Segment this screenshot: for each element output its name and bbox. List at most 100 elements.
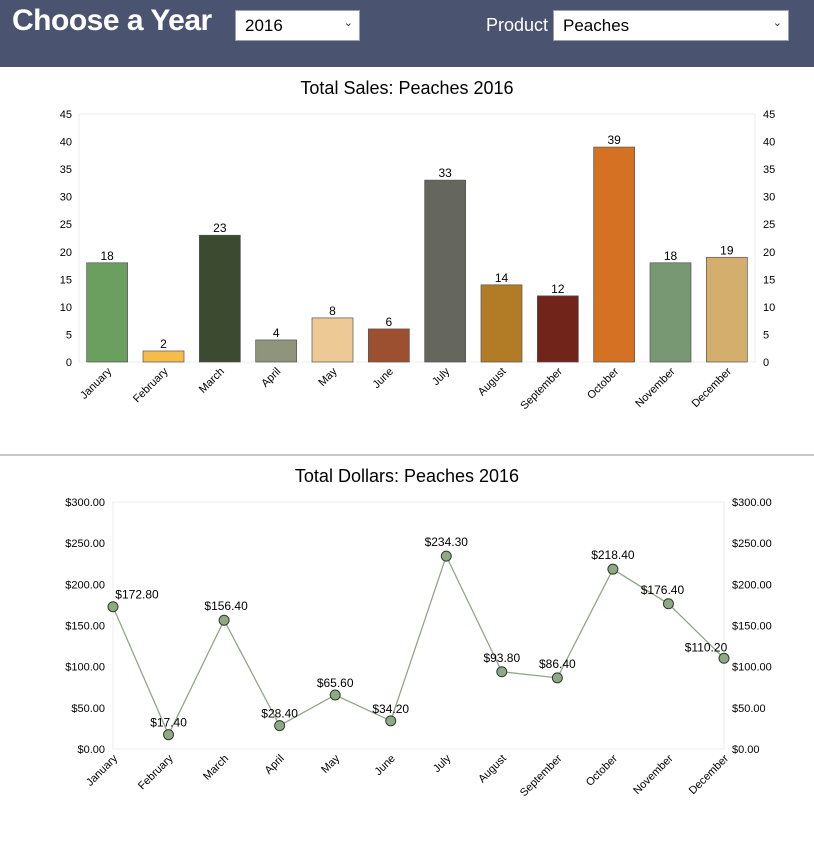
y-tick-label-left: $250.00 xyxy=(65,538,105,550)
x-tick-label: May xyxy=(316,365,340,389)
chevron-down-icon: ⌄ xyxy=(343,17,353,29)
y-tick-label-left: $300.00 xyxy=(65,497,105,509)
bar xyxy=(649,262,692,363)
data-label: 12 xyxy=(551,282,565,296)
year-select-value: 2016 xyxy=(245,16,283,35)
x-tick-label: August xyxy=(476,366,509,399)
y-tick-label-right: 20 xyxy=(763,247,775,259)
data-label: $172.80 xyxy=(115,588,159,602)
x-tick-label: August xyxy=(476,753,509,786)
x-tick-label: March xyxy=(201,753,231,783)
bar xyxy=(536,295,579,363)
data-point xyxy=(107,601,119,613)
bar xyxy=(142,350,185,363)
data-label: 33 xyxy=(438,166,452,180)
data-label: 14 xyxy=(495,271,509,285)
chevron-down-icon: ⌄ xyxy=(772,17,782,29)
data-label: $93.80 xyxy=(483,651,520,665)
series-line xyxy=(112,554,725,737)
x-tick-label: April xyxy=(263,753,287,777)
bar xyxy=(255,339,298,363)
data-label: 6 xyxy=(385,315,392,329)
y-tick-label-right: $300.00 xyxy=(732,497,772,509)
x-tick-label: January xyxy=(84,752,121,789)
data-label: $65.60 xyxy=(317,676,354,690)
x-tick-label: October xyxy=(585,365,621,401)
data-point xyxy=(274,720,286,732)
bar xyxy=(593,146,636,363)
bar xyxy=(311,317,354,363)
y-tick-label-left: 25 xyxy=(60,219,72,231)
product-select-value: Peaches xyxy=(563,16,630,35)
data-point xyxy=(607,563,619,575)
data-label: $110.20 xyxy=(685,640,728,654)
data-point xyxy=(551,672,563,684)
y-tick-label-right: $0.00 xyxy=(732,744,760,756)
x-tick-label: September xyxy=(518,365,565,412)
data-point xyxy=(329,689,341,701)
y-tick-label-left: 15 xyxy=(60,274,72,286)
data-label: 39 xyxy=(607,133,621,147)
x-tick-label: February xyxy=(136,752,176,792)
bar xyxy=(367,328,410,363)
y-tick-label-left: 5 xyxy=(66,329,72,341)
x-tick-label: April xyxy=(259,366,283,390)
data-label: 8 xyxy=(329,304,336,318)
x-tick-label: November xyxy=(633,365,678,410)
bar xyxy=(198,234,241,363)
y-tick-label-left: $100.00 xyxy=(65,662,105,674)
data-point xyxy=(163,729,175,741)
bar xyxy=(480,284,523,363)
x-tick-label: March xyxy=(197,366,227,396)
y-tick-label-right: $100.00 xyxy=(732,662,772,674)
bar xyxy=(86,262,129,363)
data-label: $28.40 xyxy=(261,707,298,721)
total-dollars-chart: Total Dollars: Peaches 2016 $0.00 $0.00 $50… xyxy=(65,466,772,799)
data-label: $234.30 xyxy=(425,535,469,549)
y-tick-label-left: $150.00 xyxy=(65,621,105,633)
plot-frame xyxy=(112,501,725,750)
x-tick-label: September xyxy=(518,752,565,799)
y-tick-label-left: 35 xyxy=(60,164,72,176)
plot-frame xyxy=(78,113,756,363)
y-tick-label-right: 40 xyxy=(763,137,775,149)
data-point xyxy=(385,715,397,727)
bar xyxy=(705,256,748,363)
data-label: 19 xyxy=(720,243,734,257)
data-point xyxy=(496,666,508,678)
y-tick-label-right: 10 xyxy=(763,302,775,314)
y-tick-label-right: 0 xyxy=(763,357,769,369)
x-tick-label: October xyxy=(584,752,620,788)
x-tick-label: February xyxy=(131,365,171,405)
x-tick-label: December xyxy=(690,365,735,410)
total-sales-chart: Total Sales: Peaches 2016 0 0 5 5 10 10 15 15 20 2… xyxy=(60,78,776,412)
data-point xyxy=(218,614,230,626)
x-tick-label: June xyxy=(371,366,396,391)
y-tick-label-right: 5 xyxy=(763,329,769,341)
x-tick-label: November xyxy=(631,752,676,797)
y-tick-label-left: 40 xyxy=(60,137,72,149)
y-tick-label-right: 15 xyxy=(763,274,775,286)
data-label: 4 xyxy=(273,326,280,340)
y-tick-label-right: 45 xyxy=(763,109,775,121)
data-label: $218.40 xyxy=(591,548,635,562)
data-label: 18 xyxy=(100,249,114,263)
product-label: Product xyxy=(486,15,549,35)
y-tick-label-left: 10 xyxy=(60,302,72,314)
x-tick-label: June xyxy=(372,753,397,778)
data-point xyxy=(440,550,452,562)
data-point xyxy=(662,598,674,610)
y-tick-label-left: 20 xyxy=(60,247,72,259)
y-tick-label-right: 25 xyxy=(763,219,775,231)
y-tick-label-right: $250.00 xyxy=(732,538,772,550)
product-select[interactable]: Peaches ⌄ xyxy=(553,10,789,41)
year-select[interactable]: 2016 ⌄ xyxy=(235,10,360,41)
data-label: $156.40 xyxy=(204,599,248,613)
y-tick-label-right: $50.00 xyxy=(732,703,766,715)
section-divider xyxy=(0,454,814,456)
y-tick-label-left: 30 xyxy=(60,192,72,204)
y-tick-label-right: $150.00 xyxy=(732,621,772,633)
y-tick-label-right: 30 xyxy=(763,192,775,204)
x-tick-label: May xyxy=(319,752,343,776)
bar xyxy=(424,179,467,363)
